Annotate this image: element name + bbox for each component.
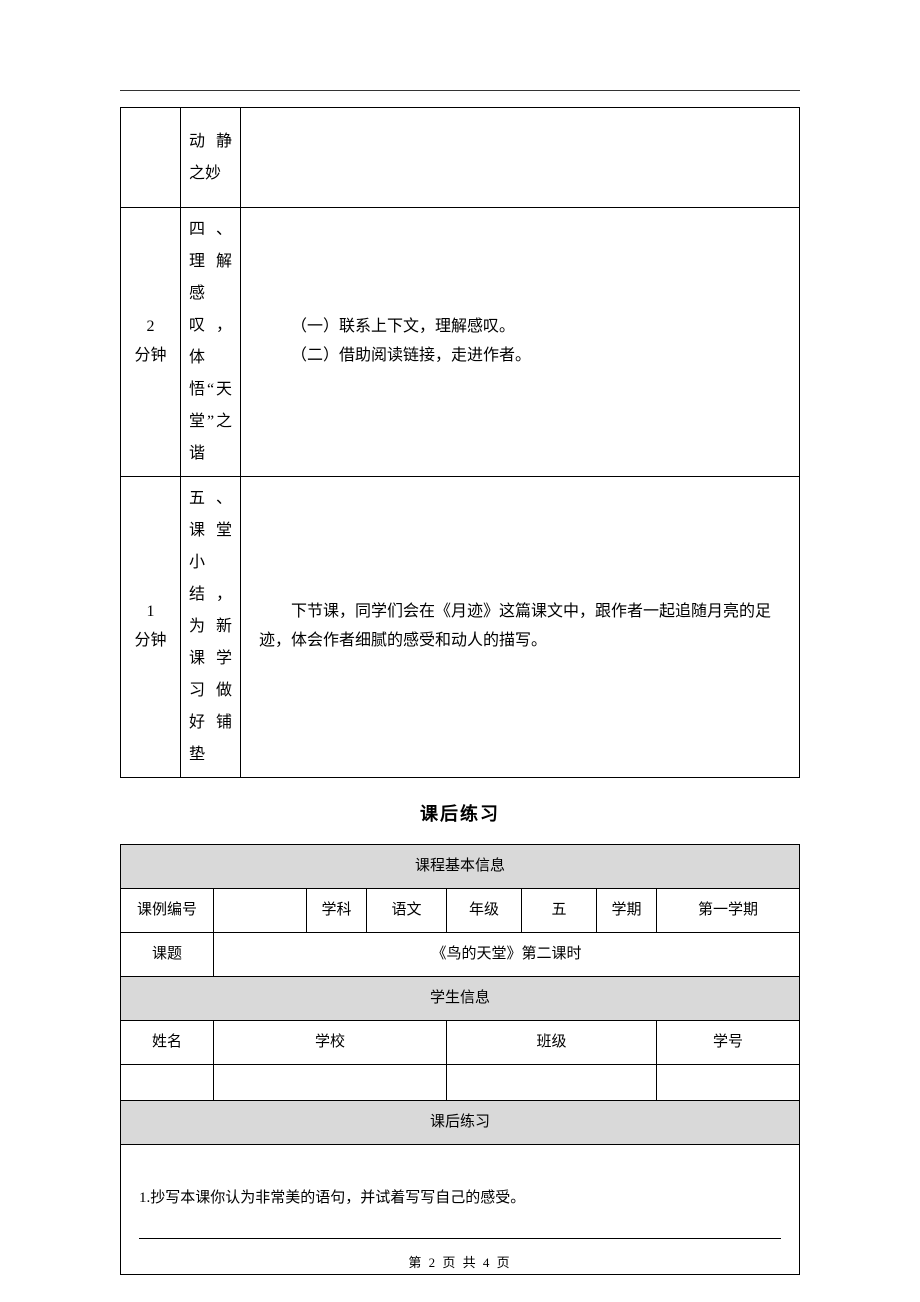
value-name (121, 1065, 214, 1101)
value-class (447, 1065, 657, 1101)
header-student-info: 学生信息 (121, 977, 800, 1021)
course-info-table: 课程基本信息 课例编号 学科 语文 年级 五 学期 第一学期 课题 《鸟的天堂》… (120, 844, 800, 1275)
table-row: 动静之妙 (121, 108, 800, 208)
title-cell: 四、理解感叹，体悟“天堂”之谐 (181, 208, 241, 477)
label-subject: 学科 (307, 889, 367, 933)
table-row: 课例编号 学科 语文 年级 五 学期 第一学期 (121, 889, 800, 933)
header-exercise: 课后练习 (121, 1101, 800, 1145)
title-text: 四、理解感叹，体悟“天堂”之谐 (189, 214, 232, 470)
label-school: 学校 (214, 1021, 447, 1065)
table-row: 课后练习 (121, 1101, 800, 1145)
time-cell: 2 分钟 (121, 208, 181, 477)
content-line: （一）联系上下文，理解感叹。 (259, 313, 781, 342)
title-cell: 动静之妙 (181, 108, 241, 208)
section-title: 课后练习 (120, 798, 800, 830)
value-course-id (214, 889, 307, 933)
value-topic: 《鸟的天堂》第二课时 (214, 933, 800, 977)
value-school (214, 1065, 447, 1101)
header-rule (120, 90, 800, 91)
table-row: 学生信息 (121, 977, 800, 1021)
content-cell: 下节课，同学们会在《月迹》这篇课文中，跟作者一起追随月亮的足迹，体会作者细腻的感… (241, 477, 800, 778)
label-grade: 年级 (447, 889, 522, 933)
value-grade: 五 (522, 889, 597, 933)
content-cell: （一）联系上下文，理解感叹。 （二）借助阅读链接，走进作者。 (241, 208, 800, 477)
exercise-item: 1.抄写本课你认为非常美的语句，并试着写写自己的感受。 (139, 1185, 781, 1212)
header-basic-info: 课程基本信息 (121, 845, 800, 889)
document-page: 动静之妙 2 分钟 四、理解感叹，体悟“天堂”之谐 （一）联系上下文，理解感叹。… (0, 0, 920, 1302)
title-cell: 五、课堂小结，为新课学习做好铺垫 (181, 477, 241, 778)
table-row: 1 分钟 五、课堂小结，为新课学习做好铺垫 下节课，同学们会在《月迹》这篇课文中… (121, 477, 800, 778)
page-footer: 第 2 页 共 4 页 (0, 1251, 920, 1274)
label-course-id: 课例编号 (121, 889, 214, 933)
value-semester: 第一学期 (657, 889, 800, 933)
table-row: 姓名 学校 班级 学号 (121, 1021, 800, 1065)
answer-line (139, 1238, 781, 1239)
time-cell: 1 分钟 (121, 477, 181, 778)
label-class: 班级 (447, 1021, 657, 1065)
title-text: 五、课堂小结，为新课学习做好铺垫 (189, 483, 232, 771)
value-student-id (657, 1065, 800, 1101)
table-row: 课程基本信息 (121, 845, 800, 889)
content-line: （二）借助阅读链接，走进作者。 (259, 342, 781, 371)
time-cell (121, 108, 181, 208)
label-topic: 课题 (121, 933, 214, 977)
lesson-plan-table: 动静之妙 2 分钟 四、理解感叹，体悟“天堂”之谐 （一）联系上下文，理解感叹。… (120, 107, 800, 778)
value-subject: 语文 (367, 889, 447, 933)
label-student-id: 学号 (657, 1021, 800, 1065)
table-row (121, 1065, 800, 1101)
content-line: 下节课，同学们会在《月迹》这篇课文中，跟作者一起追随月亮的足迹，体会作者细腻的感… (259, 598, 781, 656)
content-cell (241, 108, 800, 208)
label-name: 姓名 (121, 1021, 214, 1065)
table-row: 2 分钟 四、理解感叹，体悟“天堂”之谐 （一）联系上下文，理解感叹。 （二）借… (121, 208, 800, 477)
label-semester: 学期 (597, 889, 657, 933)
title-text: 动静之妙 (189, 126, 232, 190)
table-row: 课题 《鸟的天堂》第二课时 (121, 933, 800, 977)
